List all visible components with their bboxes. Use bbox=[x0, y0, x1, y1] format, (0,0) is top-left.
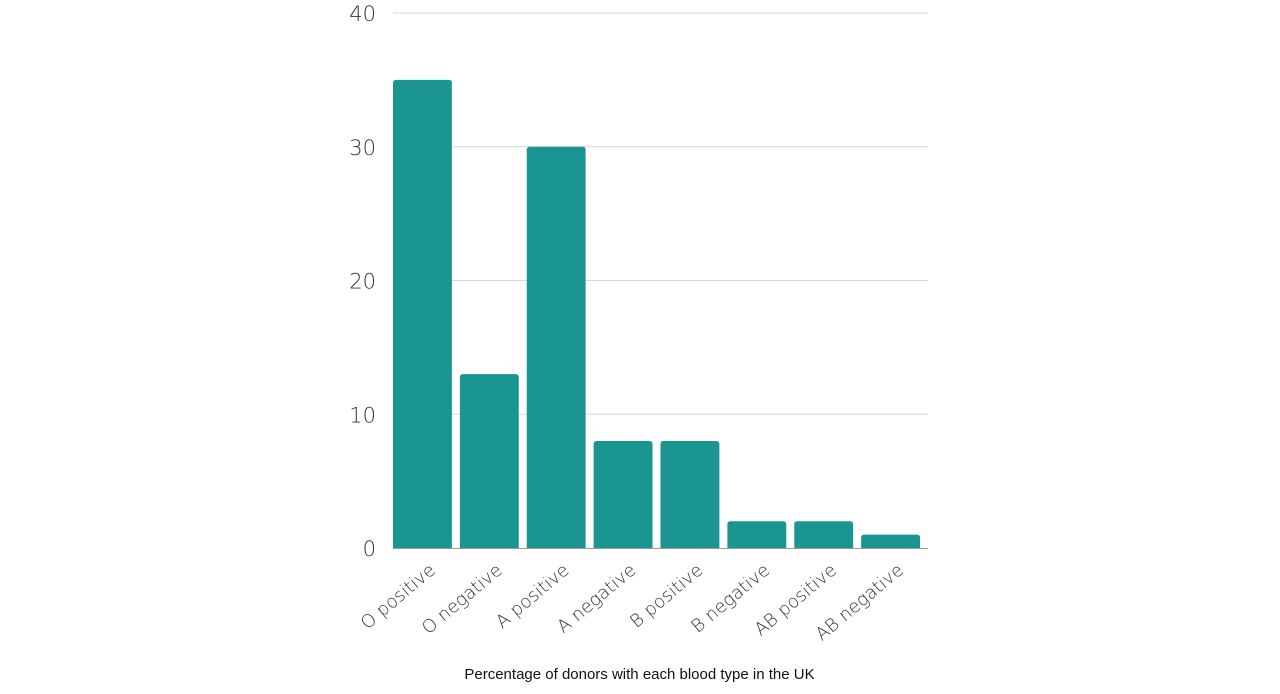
gridlines bbox=[393, 12, 928, 415]
bar-b-positive bbox=[660, 441, 720, 548]
bar-ab-positive bbox=[794, 521, 854, 548]
y-tick-label: 10 bbox=[349, 403, 376, 427]
y-axis-ticks: 0 10 20 30 40 bbox=[349, 2, 376, 561]
bar-b-negative bbox=[727, 521, 787, 548]
bar-o-negative bbox=[459, 374, 519, 548]
x-axis-label: Percentage of donors with each blood typ… bbox=[464, 666, 814, 683]
y-tick-label: 30 bbox=[349, 136, 376, 160]
bars bbox=[393, 79, 920, 548]
bar-ab-negative bbox=[861, 534, 920, 548]
bar-a-negative bbox=[593, 441, 653, 548]
y-tick-label: 20 bbox=[349, 270, 376, 294]
bar-o-positive bbox=[393, 79, 452, 548]
bar-a-positive bbox=[526, 146, 586, 548]
y-tick-label: 0 bbox=[363, 537, 376, 561]
y-tick-label: 40 bbox=[349, 2, 376, 26]
